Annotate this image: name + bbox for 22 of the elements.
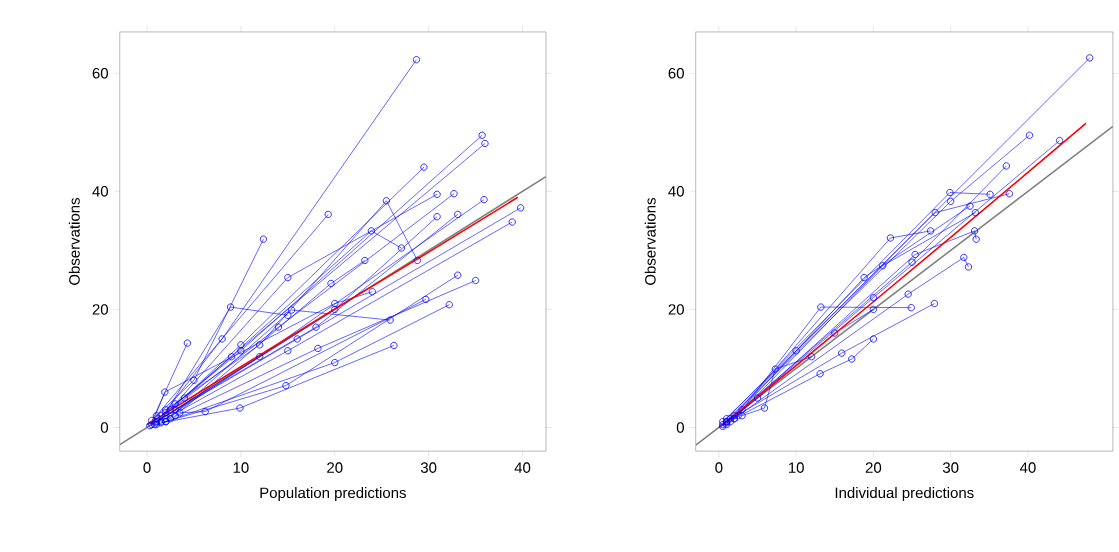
y-tick-label: 20 [668, 304, 684, 315]
y-tick-label: 0 [676, 422, 684, 433]
x-axis-title: Population predictions [260, 487, 406, 502]
y-tick-label: 0 [100, 422, 109, 433]
y-tick-label: 40 [668, 186, 684, 197]
x-tick-label: 10 [233, 462, 249, 473]
x-tick-label: 30 [420, 462, 437, 473]
x-tick-label: 20 [865, 462, 882, 473]
x-axis-title: Individual predictions [835, 487, 974, 502]
x-tick-label: 0 [715, 462, 723, 473]
y-axis-title: Observations [644, 198, 656, 285]
x-tick-label: 10 [788, 462, 804, 473]
y-tick-label: 60 [668, 67, 684, 79]
x-tick-label: 0 [143, 462, 151, 473]
x-tick-label: 30 [942, 462, 959, 473]
x-tick-label: 20 [327, 462, 343, 473]
y-axis-title: Observations [68, 198, 80, 285]
y-tick-label: 40 [92, 186, 109, 197]
y-tick-label: 20 [92, 304, 109, 315]
y-tick-label: 60 [92, 67, 109, 79]
x-tick-label: 40 [1019, 462, 1036, 473]
x-tick-label: 40 [514, 462, 531, 473]
